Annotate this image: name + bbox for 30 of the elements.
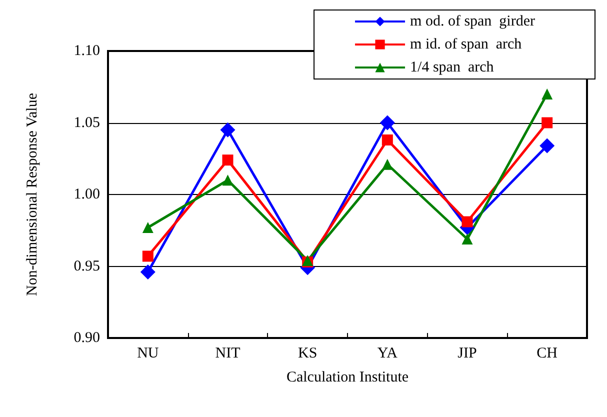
point: [380, 115, 395, 130]
point: [462, 233, 473, 244]
legend-label: m od. of span girder: [410, 14, 536, 30]
point: [222, 174, 234, 186]
point: [540, 138, 555, 154]
point: [382, 158, 393, 170]
point: [542, 88, 553, 100]
y-tick-label: 1.10: [74, 43, 100, 59]
point: [140, 264, 156, 280]
point: [382, 134, 393, 146]
y-tick-label: 1.00: [74, 186, 100, 202]
x-tick-label: CH: [536, 346, 558, 362]
point: [142, 250, 154, 262]
point: [220, 122, 236, 138]
y-tick-label: 0.90: [74, 330, 100, 346]
point: [142, 222, 154, 234]
x-tick-label: NIT: [215, 346, 240, 362]
x-axis-title: Calculation Institute: [286, 370, 409, 386]
y-tick-label: 0.95: [74, 258, 100, 274]
x-tick-label: NU: [137, 346, 159, 362]
point: [462, 216, 473, 228]
x-tick-label: KS: [298, 346, 318, 362]
x-tick-label: YA: [377, 346, 398, 362]
y-tick-label: 1.05: [74, 114, 100, 131]
x-tick-label: JIP: [458, 346, 477, 362]
legend-label: m id. of span arch: [410, 36, 522, 52]
legend-label: 1/4 span arch: [410, 60, 494, 76]
y-axis-title: Non-dimensional Response Value: [24, 92, 40, 296]
point: [222, 154, 234, 166]
point: [542, 117, 553, 128]
